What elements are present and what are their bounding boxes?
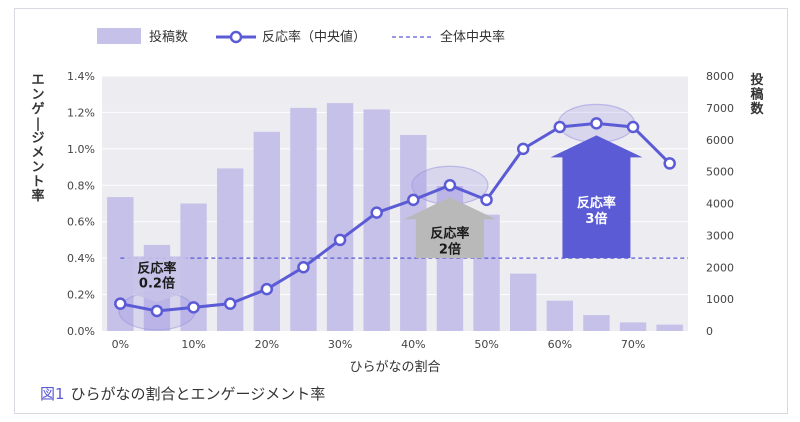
y-left-tick-label: 0.4% xyxy=(67,252,95,265)
x-tick-label: 60% xyxy=(548,338,572,351)
y-right-tick-label: 3000 xyxy=(706,229,734,242)
data-point xyxy=(223,297,237,310)
legend-label: 投稿数 xyxy=(149,29,188,45)
x-tick-label: 10% xyxy=(181,338,205,351)
line-series xyxy=(114,117,676,318)
data-point xyxy=(407,193,420,207)
data-point xyxy=(626,120,640,134)
data-point xyxy=(297,261,310,274)
axis-label-char: 稿 xyxy=(750,87,763,103)
x-tick-label: 30% xyxy=(328,338,352,351)
axis-label-char: | xyxy=(36,117,41,132)
y-right-tick-label: 8000 xyxy=(706,70,734,83)
y-left-axis-label: エンゲ|ジメント率 xyxy=(31,73,44,204)
y-right-axis-label: 投稿数 xyxy=(750,72,764,117)
y-right-tick-label: 5000 xyxy=(706,166,734,179)
figure-caption-text: ひらがなの割合とエンゲージメント率 xyxy=(70,385,326,403)
axes: 0.0% 0.2% 0.4% 0.6% 0.8% 1.0% 1.2% 1.4% 0 1000 200… xyxy=(31,70,764,375)
bar xyxy=(583,315,610,331)
annotation-label: 3倍 xyxy=(585,211,607,227)
data-point xyxy=(590,117,603,130)
x-tick-label: 20% xyxy=(255,338,279,351)
y-right-tick-label: 6000 xyxy=(706,134,734,147)
legend-label: 反応率（中央値） xyxy=(262,29,366,45)
axis-label-char: エ xyxy=(31,73,44,88)
y-right-tick-label: 1000 xyxy=(706,293,734,306)
data-point xyxy=(370,206,383,219)
axis-label-char: ト xyxy=(31,175,44,190)
annotation-arrow-down xyxy=(126,256,187,302)
bar xyxy=(510,273,537,331)
data-point xyxy=(516,142,530,156)
x-tick-label: 70% xyxy=(621,338,645,351)
data-point xyxy=(333,233,347,247)
annotation-arrow-up xyxy=(403,197,496,259)
data-point xyxy=(114,297,127,310)
axis-label-char: メ xyxy=(31,146,44,161)
bar xyxy=(326,103,354,331)
data-point xyxy=(443,179,457,192)
y-left-tick-label: 1.0% xyxy=(67,143,95,156)
axis-label-char: ン xyxy=(31,160,44,175)
data-point xyxy=(553,120,567,134)
y-left-tick-label: 0.2% xyxy=(67,289,95,302)
bar xyxy=(253,131,280,331)
axis-label-char: 投 xyxy=(750,72,763,88)
y-left-tick-label: 0.0% xyxy=(67,325,95,338)
bar xyxy=(656,324,683,331)
axis-label-char: 数 xyxy=(750,101,764,117)
axis-label-char: ゲ xyxy=(31,101,44,117)
annotation-arrow-up xyxy=(550,135,643,259)
axis-label-char: 率 xyxy=(31,188,44,204)
y-left-tick-label: 0.8% xyxy=(67,179,95,192)
axis-label-char: ン xyxy=(31,88,44,103)
y-right-tick-label: 2000 xyxy=(706,261,734,274)
annotation-label: 反応率 xyxy=(577,195,616,211)
figure-caption: 図1 ひらがなの割合とエンゲージメント率 xyxy=(40,383,325,404)
figure-number: 図1 xyxy=(40,385,65,403)
y-left-tick-label: 0.6% xyxy=(67,216,95,229)
bar xyxy=(290,107,317,331)
y-right-tick-label: 7000 xyxy=(706,102,734,115)
figure-frame xyxy=(14,8,788,414)
annotation-label: 反応率 xyxy=(430,226,469,242)
y-left-tick-label: 1.4% xyxy=(67,70,95,83)
bar xyxy=(619,322,647,331)
axis-label-char: ジ xyxy=(31,131,44,146)
data-point xyxy=(150,304,164,318)
series-line xyxy=(120,121,671,313)
data-point xyxy=(187,301,200,314)
x-tick-label: 50% xyxy=(474,338,498,351)
y-left-tick-label: 1.2% xyxy=(67,106,95,119)
legend-swatch-marker xyxy=(229,30,243,44)
y-right-tick-label: 0 xyxy=(706,325,713,338)
data-point xyxy=(663,157,676,170)
y-right-tick-label: 4000 xyxy=(706,198,734,211)
data-point xyxy=(480,193,493,207)
x-tick-label: 0% xyxy=(112,338,129,351)
bar xyxy=(546,300,573,331)
legend: 投稿数 反応率（中央値） 全体中央率 xyxy=(97,28,505,45)
annotation-label: 反応率 xyxy=(137,260,176,276)
annotation-label: 2倍 xyxy=(439,242,461,258)
annotation-label: 0.2倍 xyxy=(139,275,175,291)
legend-label: 全体中央率 xyxy=(440,29,505,45)
x-axis-label: ひらがなの割合 xyxy=(349,359,440,375)
legend-swatch-bar xyxy=(97,28,141,44)
data-point xyxy=(260,282,274,296)
x-tick-label: 40% xyxy=(401,338,425,351)
